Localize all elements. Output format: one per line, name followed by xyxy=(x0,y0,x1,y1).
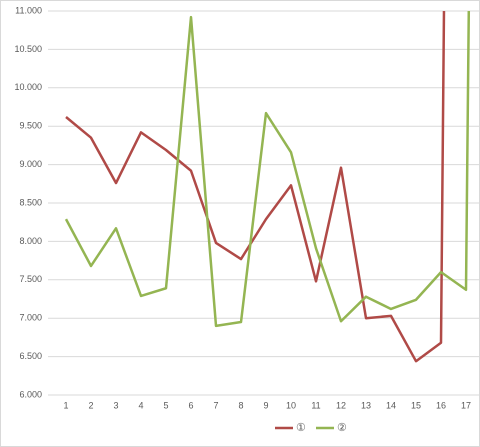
series-line xyxy=(65,11,446,363)
x-tick-label: 15 xyxy=(411,400,421,410)
y-tick-label: 11.000 xyxy=(15,5,42,15)
x-tick-label: 16 xyxy=(436,400,446,410)
x-tick-label: 1 xyxy=(63,400,68,410)
labels: 6.000 6.500 7.000 7.500 8.000 8.500 9.000 9.500… xyxy=(14,5,471,434)
x-tick-label: 6 xyxy=(188,400,193,410)
y-tick-label: 9.500 xyxy=(19,121,42,131)
x-tick-label: 14 xyxy=(386,400,396,410)
x-tick-label: 17 xyxy=(461,400,471,410)
y-tick-label: 7.500 xyxy=(19,274,42,284)
x-tick-label: 3 xyxy=(113,400,118,410)
x-tick-label: 9 xyxy=(263,400,268,410)
y-tick-label: 9.000 xyxy=(19,159,42,169)
y-tick-label: 10.000 xyxy=(14,82,42,92)
y-tick-label: 7.000 xyxy=(19,313,42,323)
x-tick-label: 8 xyxy=(238,400,243,410)
x-tick-label: 12 xyxy=(336,400,346,410)
y-tick-label: 10.500 xyxy=(14,44,42,54)
y-tick-label: 8.000 xyxy=(19,236,42,246)
y-tick-label: 6.500 xyxy=(19,351,42,361)
x-tick-label: 11 xyxy=(311,400,320,410)
x-tick-label: 10 xyxy=(286,400,296,410)
y-tick-label: 8.500 xyxy=(19,197,42,207)
x-tick-label: 5 xyxy=(163,400,168,410)
x-tick-label: 4 xyxy=(138,400,143,410)
y-tick-label: 6.000 xyxy=(19,389,42,399)
series-line xyxy=(64,11,471,328)
x-tick-label: 7 xyxy=(213,400,218,410)
legend-label: ② xyxy=(337,422,347,434)
x-tick-label: 2 xyxy=(88,400,93,410)
x-tick-label: 13 xyxy=(361,400,371,410)
plot-area xyxy=(64,11,471,363)
grid xyxy=(48,10,480,396)
legend-label: ① xyxy=(296,422,306,434)
